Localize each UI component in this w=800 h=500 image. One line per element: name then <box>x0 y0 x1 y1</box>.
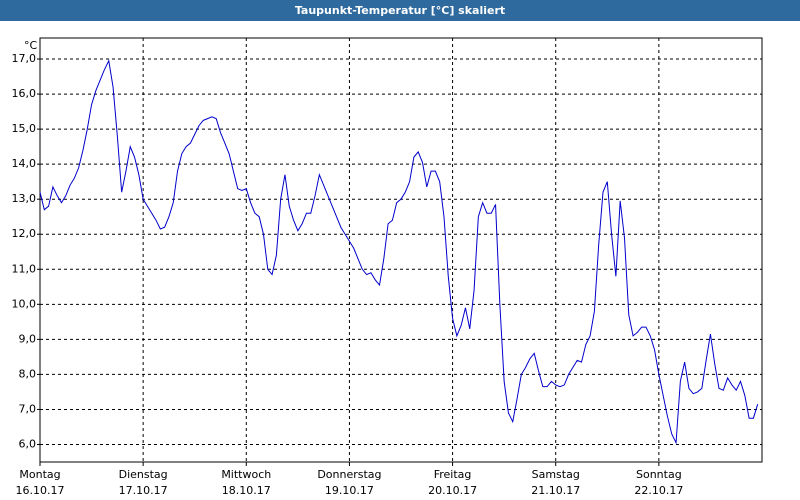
y-tick-label: 15,0 <box>12 122 37 135</box>
x-tick-label: Donnerstag <box>317 468 381 481</box>
x-tick-label: Montag <box>19 468 60 481</box>
x-tick-date: 21.10.17 <box>531 484 580 497</box>
data-line <box>39 59 759 445</box>
y-tick-label: 10,0 <box>12 297 37 310</box>
title-bar <box>0 0 800 21</box>
y-tick-label: 7,0 <box>19 402 37 415</box>
x-tick-label: Sonntag <box>636 468 682 481</box>
x-tick-date: 18.10.17 <box>222 484 271 497</box>
y-unit: °C <box>24 39 38 52</box>
x-tick-date: 17.10.17 <box>119 484 168 497</box>
x-tick-label: Samstag <box>532 468 580 481</box>
x-tick-date: 20.10.17 <box>428 484 477 497</box>
x-tick-label: Freitag <box>434 468 472 481</box>
y-tick-label: 8,0 <box>19 367 37 380</box>
y-tick-label: 12,0 <box>12 227 37 240</box>
y-tick-label: 16,0 <box>12 87 37 100</box>
x-tick-date: 22.10.17 <box>634 484 683 497</box>
y-tick-label: 11,0 <box>12 262 37 275</box>
chart-title: Taupunkt-Temperatur [°C] skaliert <box>295 4 505 17</box>
y-tick-label: 13,0 <box>12 192 37 205</box>
x-tick-label: Dienstag <box>119 468 168 481</box>
x-tick-label: Mittwoch <box>221 468 271 481</box>
x-tick-date: 16.10.17 <box>16 484 65 497</box>
y-tick-label: 6,0 <box>19 437 37 450</box>
y-tick-label: 14,0 <box>12 157 37 170</box>
x-tick-date: 19.10.17 <box>325 484 374 497</box>
y-tick-label: 9,0 <box>19 332 37 345</box>
y-tick-label: 17,0 <box>12 52 37 65</box>
